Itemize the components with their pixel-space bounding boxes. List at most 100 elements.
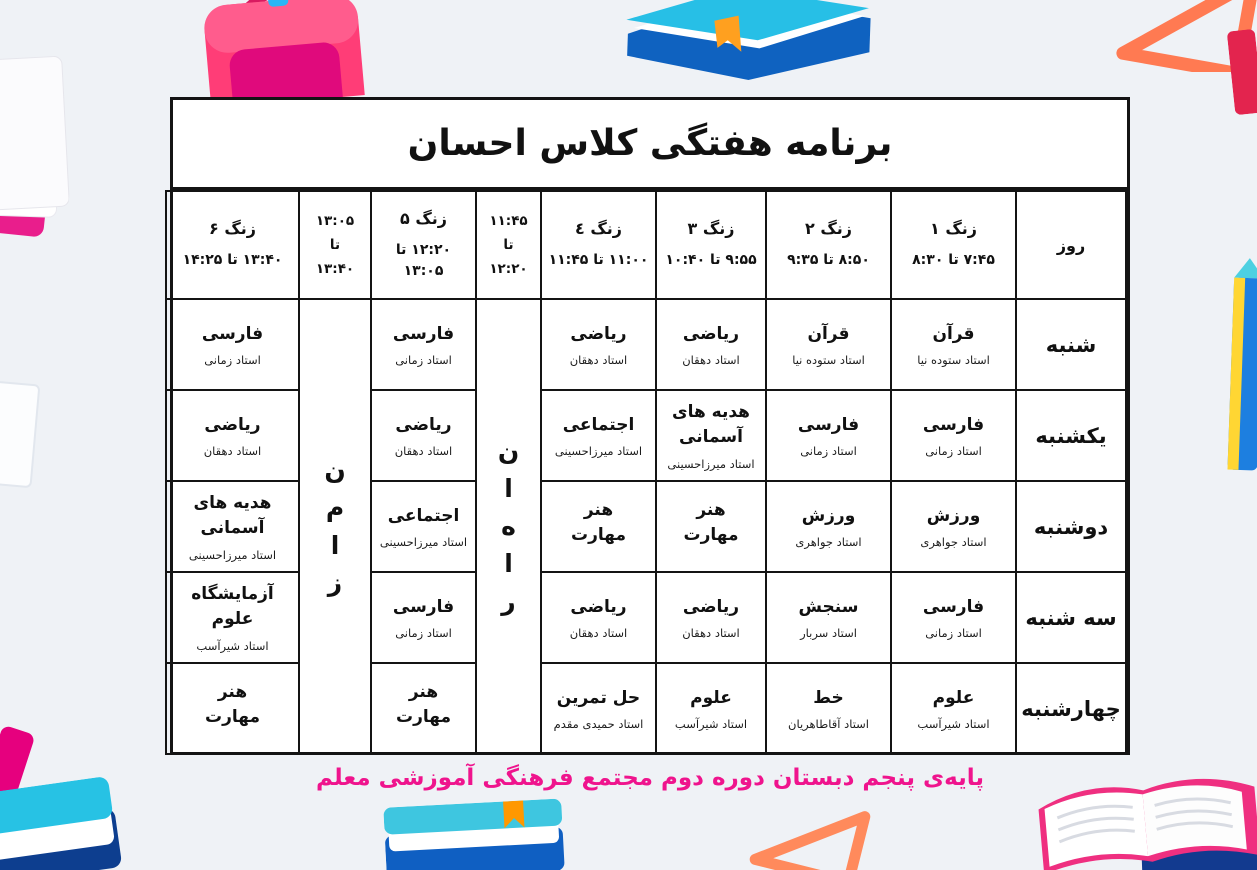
schedule-cell: ریاضی استاد دهقان — [655, 298, 767, 391]
teacher: استاد زمانی — [204, 353, 261, 368]
period-time: ۱۳:۴۰ تا ۱۴:۲۵ — [182, 252, 283, 268]
teacher: استاد زمانی — [925, 626, 982, 641]
teacher: استاد میرزاحسینی — [188, 547, 277, 562]
schedule-cell: اجتماعی استاد میرزاحسینی — [540, 389, 657, 482]
subject: هنر مهارت — [395, 682, 451, 727]
day-cell: شنبه — [1015, 298, 1127, 391]
schedule-cell: علوم استاد شیرآسب — [890, 662, 1017, 755]
schedule-cell: ریاضی استاد دهقان — [655, 571, 767, 664]
subject: فارسی — [797, 414, 860, 435]
backpack-illustration — [204, 0, 366, 111]
period-label: زنگ ۳ — [687, 219, 735, 238]
pencil-right-illustration — [1227, 258, 1257, 471]
schedule-cell: فارسی استاد زمانی — [890, 389, 1017, 482]
navy-book-bottom-right-illustration — [1141, 842, 1257, 870]
period-label: زنگ ۲ — [805, 219, 852, 238]
schedule-cell: هدیه های آسمانی استاد میرزاحسینی — [655, 389, 767, 482]
teacher: استاد زمانی — [395, 626, 452, 641]
day-cell: سه شنبه — [1015, 571, 1127, 664]
teacher: استاد جواهری — [795, 535, 862, 550]
day-name: چهارشنبه — [1021, 696, 1121, 721]
row-tuesday: سه شنبه فارسی استاد زمانی سنجش استاد سربار… — [165, 571, 1127, 664]
teacher: استاد میرزاحسینی — [379, 535, 468, 550]
teacher: استاد جواهری — [920, 535, 987, 550]
subject: علوم — [932, 687, 975, 708]
subject: قرآن — [932, 323, 975, 344]
period-time: ۸:۵۰ تا ۹:۳۵ — [787, 252, 870, 268]
schedule-cell: ریاضی استاد دهقان — [165, 389, 300, 482]
red-book-right-illustration — [1227, 29, 1257, 115]
period-time: ۷:۴۵ تا ۸:۳۰ — [912, 252, 995, 268]
teacher: استاد زمانی — [925, 444, 982, 459]
period-time: ۱۲:۲۰ تا ۱۳:۰۵ — [395, 241, 452, 279]
schedule-cell: آزمایشگاه علوم استاد شیرآسب — [165, 571, 300, 664]
subject: اجتماعی — [387, 505, 460, 526]
triangle-ruler-bottom-illustration — [749, 811, 871, 870]
day-name: دوشنبه — [1033, 514, 1109, 539]
schedule-cell: علوم استاد شیرآسب — [655, 662, 767, 755]
row-wednesday: چهارشنبه علوم استاد شیرآسب خط استاد آقاطاه… — [165, 662, 1127, 755]
teacher: استاد شیرآسب — [917, 717, 990, 732]
day-cell: چهارشنبه — [1015, 662, 1127, 755]
schedule-cell: هنر مهارت — [165, 662, 300, 755]
schedule-cell: هدیه های آسمانی استاد میرزاحسینی — [165, 480, 300, 573]
lunch-to: ۱۲:۲۰ — [489, 261, 528, 278]
subject: هنر مهارت — [570, 500, 626, 545]
magenta-book-left-illustration — [0, 724, 36, 812]
schedule-cell: هنر مهارت — [540, 480, 657, 573]
period-6-header: زنگ ۶ ۱۳:۴۰ تا ۱۴:۲۵ — [165, 190, 300, 300]
day-header-label: روز — [1056, 235, 1086, 255]
row-saturday: شنبه قرآن استاد ستوده نیا قرآن استاد ستوده… — [165, 298, 1127, 755]
schedule-cell: ریاضی استاد دهقان — [370, 389, 477, 482]
subject: ریاضی — [204, 414, 261, 435]
triangle-ruler-top-illustration — [1116, 0, 1257, 72]
lunch-break-cell: ن ا ه ا ر — [475, 298, 542, 755]
subject: ریاضی — [570, 323, 627, 344]
subject: ریاضی — [570, 596, 627, 617]
period-4-header: زنگ ٤ ۱۱:۰۰ تا ۱۱:۴۵ — [540, 190, 657, 300]
row-sunday: یکشنبه فارسی استاد زمانی فارسی استاد زمانی… — [165, 389, 1127, 482]
book-top-illustration — [626, 0, 871, 81]
subject: فارسی — [922, 596, 985, 617]
day-name: یکشنبه — [1035, 423, 1107, 448]
lunch-label: ن ا ه ا ر — [497, 436, 520, 616]
subject: آزمایشگاه علوم — [191, 584, 274, 629]
prayer-break-cell: ن م ا ز — [298, 298, 372, 755]
period-label: زنگ ۵ — [400, 208, 447, 228]
period-label: زنگ ۱ — [930, 219, 977, 238]
header-row: روز زنگ ۱ ۷:۴۵ تا ۸:۳۰ زنگ ۲ ۸:۵۰ تا ۹:۳… — [165, 190, 1127, 300]
prayer-from: ۱۳:۰۵ — [315, 212, 355, 229]
blue-book-bottom-illustration — [383, 798, 565, 870]
subject: فارسی — [392, 323, 455, 344]
teacher: استاد ستوده نیا — [792, 353, 865, 368]
teacher: استاد شیرآسب — [674, 717, 748, 732]
subject: فارسی — [922, 414, 985, 435]
schedule-title: برنامه هفتگی کلاس احسان — [173, 100, 1127, 190]
teacher: استاد دهقان — [682, 626, 740, 641]
teacher: استاد دهقان — [394, 444, 453, 459]
day-cell: یکشنبه — [1015, 389, 1127, 482]
schedule-cell: قرآن استاد ستوده نیا — [765, 298, 892, 391]
prayer-word: تا — [329, 236, 341, 253]
subject: حل تمرین — [556, 687, 641, 708]
weekly-schedule-board: برنامه هفتگی کلاس احسان روز زنگ ۱ ۷:۴۵ ت… — [165, 97, 1130, 755]
row-monday: دوشنبه ورزش استاد جواهری ورزش استاد جواهری… — [165, 480, 1127, 573]
schedule-cell: سنجش استاد سربار — [765, 571, 892, 664]
pink-book-left-illustration — [0, 56, 70, 237]
subject: هنر مهارت — [204, 682, 260, 727]
white-book-left-illustration — [0, 379, 41, 489]
cyan-book-bottom-left-illustration — [0, 777, 122, 870]
schedule-cell: فارسی استاد زمانی — [370, 298, 477, 391]
teacher: استاد میرزاحسینی — [667, 456, 755, 471]
schedule-cell: ورزش استاد جواهری — [890, 480, 1017, 573]
subject: ریاضی — [682, 596, 740, 617]
teacher: استاد دهقان — [569, 353, 628, 368]
schedule-cell: فارسی استاد زمانی — [890, 571, 1017, 664]
subject: ریاضی — [395, 414, 452, 435]
schedule-cell: ریاضی استاد دهقان — [540, 571, 657, 664]
lunch-time-header: ۱۱:۴۵ تا ۱۲:۲۰ — [475, 190, 542, 300]
schedule-cell: قرآن استاد ستوده نیا — [890, 298, 1017, 391]
day-name: سه شنبه — [1025, 605, 1117, 630]
period-3-header: زنگ ۳ ۹:۵۵ تا ۱۰:۴۰ — [655, 190, 767, 300]
